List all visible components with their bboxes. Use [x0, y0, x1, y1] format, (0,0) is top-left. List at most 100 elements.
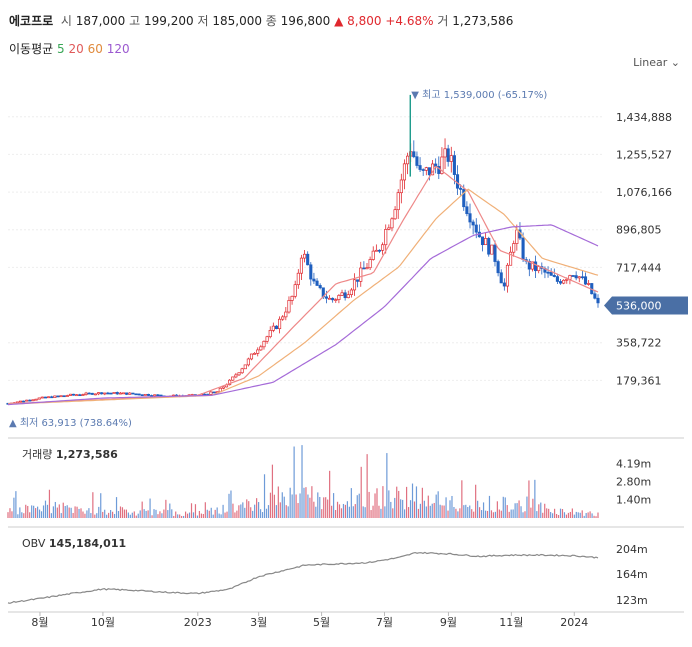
candle-body	[499, 272, 503, 284]
candle-body	[284, 311, 288, 318]
volume-bar	[524, 511, 526, 518]
volume-bar	[108, 512, 110, 518]
volume-bar	[183, 515, 185, 518]
candle-body	[246, 358, 250, 366]
candle-body	[306, 253, 310, 266]
candle-body	[493, 244, 497, 262]
volume-bar	[86, 510, 88, 518]
volume-bar	[104, 509, 106, 518]
candle-body	[143, 393, 147, 396]
candle-body	[159, 394, 163, 397]
candle-body	[471, 221, 475, 226]
volume-bar	[435, 494, 437, 518]
candle-body	[459, 187, 463, 190]
volume-bar	[579, 512, 581, 518]
volume-bar	[224, 512, 226, 518]
candle-body	[552, 275, 556, 277]
volume-bar	[427, 495, 429, 518]
volume-bar	[411, 483, 414, 518]
candle-body	[84, 392, 88, 395]
volume-bar	[279, 502, 281, 518]
volume-bar	[194, 504, 197, 518]
volume-bar	[342, 503, 345, 518]
volume-bar	[167, 510, 169, 518]
volume-bar	[311, 486, 313, 518]
volume-bar	[477, 500, 479, 518]
volume-bar	[94, 514, 96, 518]
scale-selector[interactable]: Linear ⌄	[633, 56, 680, 69]
candle-body	[234, 374, 238, 378]
volume-bar	[74, 506, 76, 518]
volume-bar	[147, 510, 149, 518]
volume-bar	[364, 507, 366, 518]
volume-bar	[131, 512, 133, 518]
candle-body	[278, 318, 282, 330]
candle-body	[146, 393, 151, 396]
candle-body	[140, 394, 144, 397]
candle-body	[228, 379, 232, 386]
ma-20: 20	[68, 42, 84, 56]
volume-bar	[111, 511, 114, 518]
volume-bar	[559, 508, 562, 518]
chevron-down-icon: ⌄	[670, 56, 680, 69]
candle-body	[68, 393, 72, 396]
candle-body	[574, 275, 578, 279]
candle-body	[290, 295, 294, 301]
candle-body	[387, 227, 391, 230]
volume-bar	[38, 509, 41, 518]
candle-body	[365, 267, 369, 270]
ma-5: 5	[57, 42, 65, 56]
volume-bar	[301, 445, 303, 518]
candle-body	[480, 236, 485, 246]
volume-bar	[218, 513, 220, 518]
change-percent: +4.68%	[385, 14, 434, 28]
ma60-line	[7, 188, 599, 405]
volume-bar	[66, 505, 68, 518]
candle-body	[384, 229, 388, 246]
volume-bar	[540, 502, 542, 518]
volume-bar	[528, 480, 530, 518]
moving-average-legend[interactable]: 이동평균 5 20 60 120	[9, 40, 130, 57]
candle-body	[156, 394, 160, 397]
volume-bar	[125, 509, 127, 518]
volume-panel-label: 거래량 1,273,586	[22, 446, 118, 462]
volume-bar	[557, 515, 560, 518]
volume-bar	[269, 492, 272, 518]
volume-bar	[256, 498, 258, 518]
volume-bar	[348, 506, 350, 518]
candle-body	[121, 392, 126, 395]
candle-body	[558, 281, 563, 284]
volume-bar	[336, 501, 339, 518]
volume-bar	[117, 511, 120, 518]
volume-bar	[27, 505, 29, 518]
obv-panel-label: OBV 145,184,011	[22, 537, 126, 550]
volume-bar	[378, 505, 380, 518]
volume-bar	[236, 510, 238, 518]
volume-bar	[591, 513, 593, 518]
candle-body	[462, 189, 466, 208]
volume-bar	[200, 513, 202, 518]
candle-body	[309, 264, 313, 280]
candle-body	[565, 278, 569, 281]
obv-tick-label: 164m	[616, 568, 648, 581]
volume-bar	[362, 506, 364, 518]
volume-bar	[216, 507, 218, 518]
candle-body	[359, 267, 363, 282]
candle-body	[324, 296, 328, 299]
candle-body	[22, 400, 26, 403]
volume-bar	[561, 509, 564, 518]
candle-body	[28, 399, 32, 402]
candle-body	[249, 353, 254, 360]
volume-bar	[370, 510, 372, 518]
volume-bar	[500, 510, 502, 518]
volume-bar	[323, 497, 325, 518]
volume-bar	[299, 493, 301, 518]
volume-bar	[532, 498, 534, 518]
candlestick-series	[6, 94, 600, 405]
volume-bar	[210, 507, 212, 518]
candle-body	[299, 257, 303, 274]
volume-tick-label: 2.80m	[616, 475, 651, 488]
volume-bar	[246, 499, 248, 518]
volume-bar	[96, 513, 98, 518]
